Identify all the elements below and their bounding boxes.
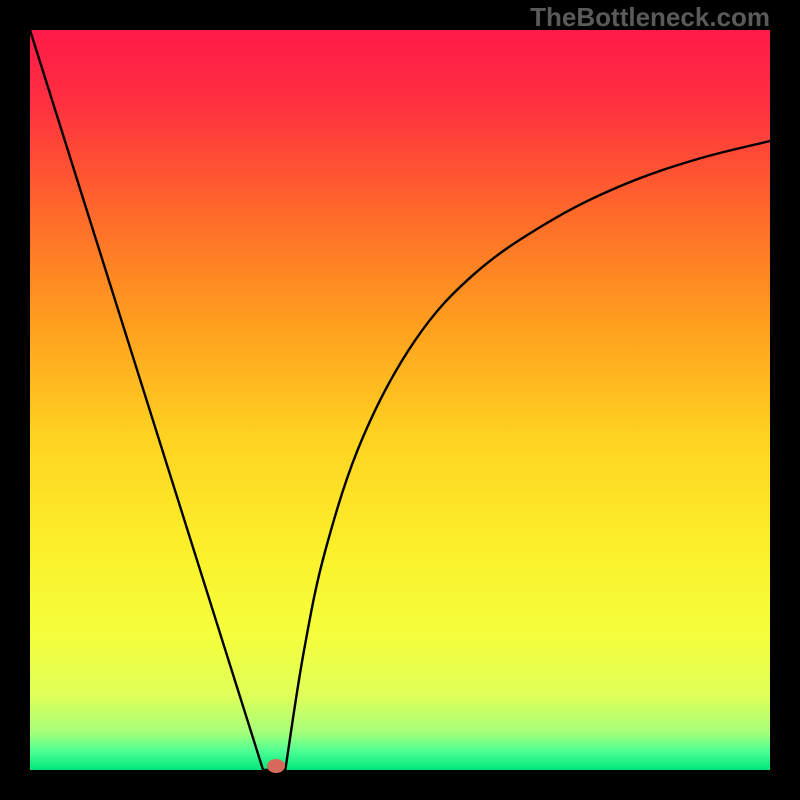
optimal-point-marker <box>267 759 285 773</box>
plot-area <box>30 30 770 770</box>
watermark-text: TheBottleneck.com <box>530 2 770 33</box>
curve-path <box>30 30 770 779</box>
chart-container: TheBottleneck.com <box>0 0 800 800</box>
bottleneck-curve <box>30 30 770 770</box>
